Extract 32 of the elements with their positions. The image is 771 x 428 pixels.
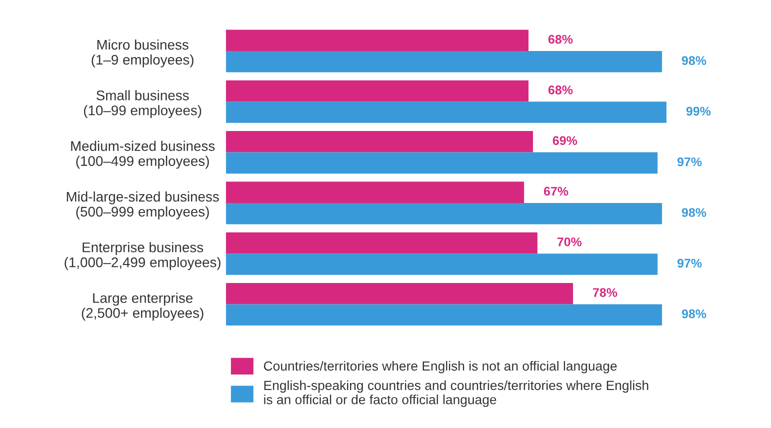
data-label: 70% [557, 237, 582, 246]
data-label: 78% [593, 288, 618, 297]
data-label: 98% [682, 56, 706, 65]
data-label: 68% [548, 86, 573, 94]
y-tick-label: Micro business (1–9 employees) [92, 39, 194, 68]
bar [226, 232, 538, 254]
bar [226, 131, 533, 152]
bar [226, 182, 524, 203]
bar [226, 152, 658, 174]
bar [226, 51, 662, 72]
bar [226, 254, 658, 275]
data-label: 69% [552, 136, 578, 146]
legend-label: Countries/territories where English is not an official language [264, 361, 617, 374]
data-label: 68% [548, 34, 573, 44]
y-tick-label: Large enterprise (2,500+ employees) [82, 292, 204, 321]
bar [226, 102, 666, 123]
data-label: 99% [686, 106, 711, 116]
y-tick-label: Medium-sized business (100–499 employees) [71, 140, 215, 169]
data-label: 98% [682, 208, 706, 217]
bar [226, 282, 574, 304]
bar [226, 202, 662, 224]
bar [226, 30, 529, 52]
y-tick-label: Mid-large-sized business (500–999 employees) [66, 191, 219, 220]
y-tick-label: Enterprise business (1,000–2,499 employees) [64, 242, 220, 270]
data-label: 98% [682, 309, 706, 318]
data-label: 97% [677, 258, 702, 268]
bar [226, 304, 662, 326]
bar [226, 80, 529, 102]
legend-label: English-speaking countries and countries/territories where English is an official or de facto official language [264, 380, 648, 407]
data-label: 97% [677, 157, 702, 166]
y-tick-label: Small business (10–99 employees) [84, 90, 202, 118]
data-label: 67% [544, 186, 568, 196]
